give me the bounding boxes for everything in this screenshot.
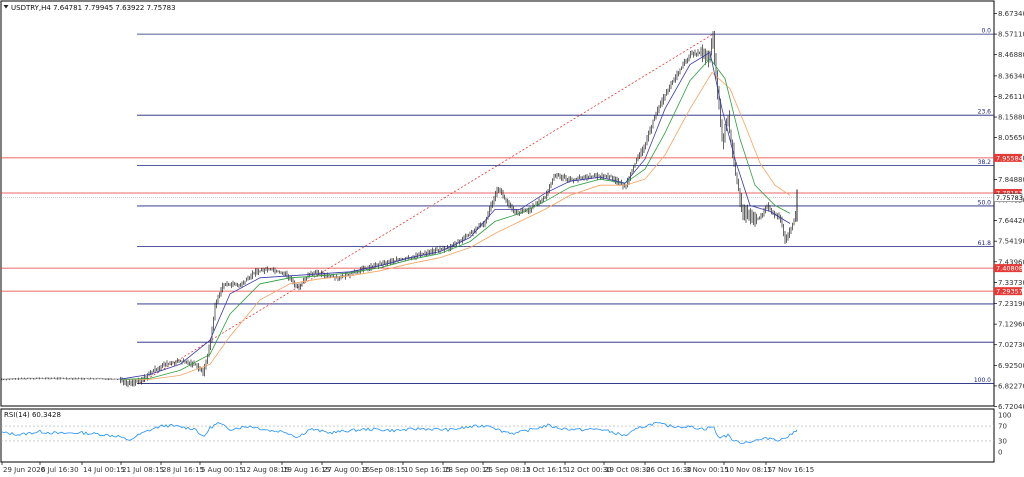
y-tick-label: 8.36340 (998, 72, 1024, 80)
price-tag-label: 7.40808 (996, 265, 1023, 273)
x-tick-label: 10 Sep 16:15 (404, 466, 451, 474)
horizontal-lines[interactable]: 0.0 23.6 38.2 50.0 61.8 100.0 (1, 28, 994, 384)
symbol-menu-icon[interactable] (3, 5, 9, 9)
y-tick-label: 6.72040 (998, 403, 1024, 411)
fib-level-label: 0.0 (981, 28, 991, 35)
x-tick-label: 12 Aug 08:15 (242, 466, 289, 474)
y-tick-label: 8.05650 (998, 134, 1024, 142)
y-tick-label: 7.54190 (998, 238, 1024, 246)
rsi-tick-label: 100 (998, 412, 1011, 420)
chart-header: USDTRY,H4 7.64781 7.79945 7.63922 7.7578… (11, 4, 176, 12)
fib-level-label: 38.2 (978, 159, 992, 166)
y-tick-label: 8.15880 (998, 114, 1024, 122)
x-tick-label: 19 Aug 16:15 (283, 466, 330, 474)
rsi-panel (0, 408, 995, 463)
x-tick-label: 19 Oct 08:30 (605, 466, 651, 474)
price-tag-label: 7.29357 (996, 288, 1023, 296)
x-tick-label: 25 Sep 08:15 (484, 466, 531, 474)
x-tick-label: 28 Jul 16:15 (162, 466, 204, 474)
x-tick-label: 14 Jul 00:15 (83, 466, 125, 474)
x-tick-label: 3 Sep 08:15 (363, 466, 405, 474)
y-tick-label: 8.46880 (998, 51, 1024, 59)
x-tick-label: 6 Jul 16:30 (41, 466, 79, 474)
y-tick-label: 7.23190 (998, 300, 1024, 308)
fib-level-label: 61.8 (978, 240, 992, 247)
moving-averages (119, 51, 791, 380)
rsi-tick-label: 70 (998, 423, 1007, 431)
x-tick-label: 26 Oct 16:30 (646, 466, 692, 474)
rsi-tick-label: 0 (998, 449, 1002, 457)
price-tag (994, 153, 1022, 162)
current-price-tag (993, 193, 1023, 202)
y-tick-label: 8.26110 (998, 93, 1024, 101)
y-tick-label: 6.82270 (998, 382, 1024, 390)
current-price-label: 7.75783 (996, 194, 1023, 202)
x-tick-label: 10 Nov 08:15 (725, 466, 772, 474)
ma-slow-line (120, 71, 791, 380)
x-tick-label: 3 Nov 00:15 (686, 466, 729, 474)
y-tick-label: 7.84880 (998, 176, 1024, 184)
price-tag-label: 7.95584 (996, 154, 1023, 162)
ma-mid-line (119, 57, 791, 380)
rsi-line (1, 422, 798, 444)
rsi-indicator: 100 70 30 0 (1, 412, 1011, 457)
y-tick-label: 8.67340 (998, 10, 1024, 18)
x-tick-label: 29 Jun 2020 (3, 466, 45, 474)
x-tick-label: 17 Nov 16:15 (767, 466, 814, 474)
x-tick-label: 18 Sep 00:15 (444, 466, 491, 474)
ma-fast-line (119, 51, 791, 380)
price-tag (994, 264, 1022, 273)
y-tick-label: 6.92500 (998, 362, 1024, 370)
fib-level-label: 23.6 (978, 109, 992, 116)
fib-level-label: 50.0 (978, 199, 992, 206)
rsi-label: RSI(14) 60.3428 (4, 411, 61, 419)
x-tick-label: 27 Aug 00:15 (323, 466, 370, 474)
y-tick-label: 7.33730 (998, 279, 1024, 287)
price-tag (994, 287, 1022, 296)
y-tick-label: 7.64420 (998, 217, 1024, 225)
x-tick-label: 5 Aug 00:15 (201, 466, 244, 474)
price-tag-label: 7.78153 (996, 189, 1023, 197)
y-tick-label: 7.43960 (998, 258, 1024, 266)
main-panel (0, 0, 995, 407)
fib-level-label: 100.0 (974, 377, 991, 384)
y-tick-label: 7.02730 (998, 341, 1024, 349)
x-tick-label: 21 Jul 08:15 (122, 466, 164, 474)
y-tick-label: 7.12960 (998, 321, 1024, 329)
price-tag (994, 188, 1022, 197)
price-tags: 7.95584 7.78153 7.40808 7.29357 7.75783 (993, 153, 1023, 296)
rsi-tick-label: 30 (998, 437, 1007, 445)
x-tick-label: 12 Oct 00:30 (566, 466, 612, 474)
x-tick-label: 2 Oct 16:15 (526, 466, 567, 474)
y-tick-label: 8.57110 (998, 31, 1024, 39)
price-axis[interactable]: 8.67340 8.57110 8.46880 8.36340 8.26110 8.158… (994, 10, 1024, 411)
